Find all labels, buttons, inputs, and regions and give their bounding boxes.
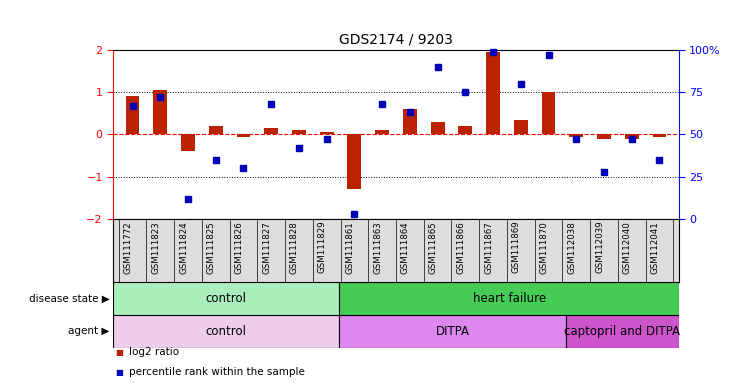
Bar — [339, 282, 679, 315]
Text: GSM111870: GSM111870 — [539, 221, 548, 273]
Bar — [339, 315, 566, 348]
Bar — [237, 134, 250, 136]
Text: GSM111865: GSM111865 — [429, 221, 437, 273]
Text: captopril and DITPA: captopril and DITPA — [564, 325, 680, 338]
Text: GSM112039: GSM112039 — [595, 221, 604, 273]
Bar — [126, 96, 139, 134]
Bar — [113, 315, 339, 348]
Bar — [113, 282, 339, 315]
Text: DITPA: DITPA — [436, 325, 469, 338]
Text: GSM111827: GSM111827 — [262, 221, 272, 273]
Text: ■: ■ — [115, 367, 123, 376]
Bar — [486, 52, 500, 134]
Bar — [320, 132, 334, 134]
Text: ■: ■ — [115, 348, 123, 357]
Bar — [542, 92, 556, 134]
Bar — [209, 126, 223, 134]
Bar — [458, 126, 472, 134]
Text: log2 ratio: log2 ratio — [129, 348, 180, 358]
Bar — [153, 90, 167, 134]
Bar — [431, 122, 445, 134]
Bar — [375, 130, 389, 134]
Bar — [625, 134, 639, 139]
Text: GSM111861: GSM111861 — [345, 221, 355, 273]
Bar — [347, 134, 361, 189]
Text: disease state ▶: disease state ▶ — [28, 293, 109, 304]
Bar — [597, 134, 611, 139]
Text: GSM111826: GSM111826 — [234, 221, 244, 273]
Text: GSM111866: GSM111866 — [456, 221, 465, 273]
Text: GSM112041: GSM112041 — [650, 221, 659, 273]
Text: GSM111867: GSM111867 — [484, 221, 493, 273]
Text: control: control — [206, 292, 247, 305]
Text: GSM111863: GSM111863 — [373, 221, 383, 273]
Bar — [569, 134, 583, 136]
Bar — [292, 130, 306, 134]
Text: GSM111828: GSM111828 — [290, 221, 299, 273]
Bar — [514, 120, 528, 134]
Text: GSM112038: GSM112038 — [567, 221, 576, 273]
Text: agent ▶: agent ▶ — [68, 326, 110, 336]
Text: GSM111864: GSM111864 — [401, 221, 410, 273]
Text: GSM111825: GSM111825 — [207, 221, 216, 273]
Text: control: control — [206, 325, 247, 338]
Text: GSM111824: GSM111824 — [179, 221, 188, 273]
Bar — [403, 109, 417, 134]
Text: GDS2174 / 9203: GDS2174 / 9203 — [339, 32, 453, 46]
Text: GSM111823: GSM111823 — [151, 221, 161, 273]
Bar — [566, 315, 679, 348]
Text: percentile rank within the sample: percentile rank within the sample — [129, 367, 305, 377]
Text: GSM111772: GSM111772 — [123, 221, 133, 273]
Bar — [264, 128, 278, 134]
Text: heart failure: heart failure — [472, 292, 546, 305]
Text: GSM111869: GSM111869 — [512, 221, 520, 273]
Bar — [181, 134, 195, 151]
Text: GSM112040: GSM112040 — [623, 221, 631, 273]
Bar — [653, 134, 666, 136]
Text: GSM111829: GSM111829 — [318, 221, 327, 273]
